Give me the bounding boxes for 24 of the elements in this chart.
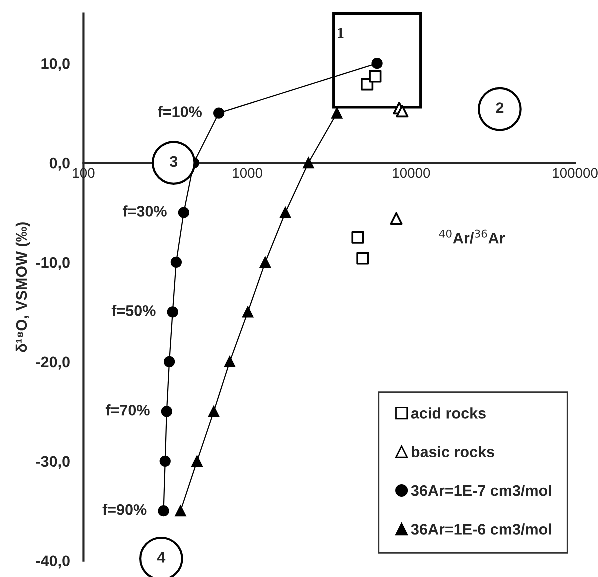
- y-axis-title: δ¹⁸O, VSMOW (‰): [16, 222, 30, 352]
- annotation: 4: [157, 552, 166, 563]
- annotation: f=50%: [112, 305, 156, 316]
- legend-label: 36Ar=1E-7 cm3/mol: [411, 485, 552, 496]
- annotation: f=30%: [122, 206, 167, 217]
- legend-label: 36Ar=1E-6 cm3/mol: [411, 524, 552, 536]
- x-tick-label: 100000: [553, 168, 598, 178]
- annotation: f=10%: [158, 106, 202, 118]
- y-tick-label: 10,0: [42, 58, 70, 72]
- legend-label: basic rocks: [412, 446, 494, 458]
- annotation: 1: [338, 28, 344, 38]
- x-axis-title: $^{40}$Ar/$^{36}$Ar: [439, 230, 506, 244]
- y-tick-label: 0,0: [50, 158, 70, 171]
- y-tick-label: -40,0: [36, 556, 70, 569]
- annotation: 2: [496, 102, 504, 114]
- annotation: f=70%: [106, 404, 150, 416]
- x-tick-label: 10000: [393, 168, 430, 178]
- annotation: f=90%: [102, 504, 147, 516]
- annotation: 3: [170, 156, 178, 168]
- x-tick-label: 1000: [233, 168, 262, 178]
- legend-label: acid rocks: [411, 408, 486, 419]
- y-tick-label: -30,0: [36, 456, 70, 470]
- y-tick-label: -20,0: [36, 356, 70, 370]
- y-tick-label: -10,0: [36, 257, 70, 270]
